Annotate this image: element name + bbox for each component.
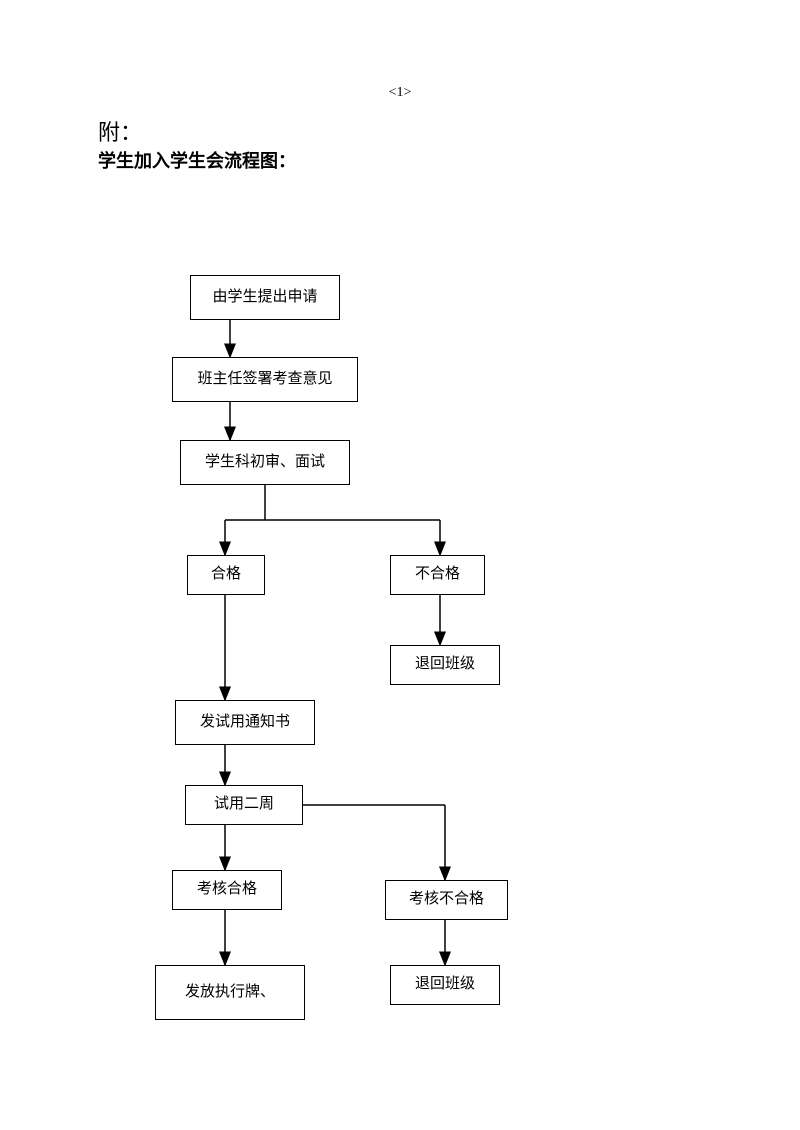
flowchart-node-n8: 试用二周 — [185, 785, 303, 825]
flowchart-node-n6: 退回班级 — [390, 645, 500, 685]
flowchart-node-n7: 发试用通知书 — [175, 700, 315, 745]
flowchart-node-n1: 由学生提出申请 — [190, 275, 340, 320]
flowchart-node-n4: 合格 — [187, 555, 265, 595]
flowchart-node-n5: 不合格 — [390, 555, 485, 595]
flowchart-node-n11: 发放执行牌、 — [155, 965, 305, 1020]
flowchart-node-n2: 班主任签署考查意见 — [172, 357, 358, 402]
flowchart-node-n3: 学生科初审、面试 — [180, 440, 350, 485]
flowchart-node-n9: 考核合格 — [172, 870, 282, 910]
flowchart-container: 由学生提出申请班主任签署考查意见学生科初审、面试合格不合格退回班级发试用通知书试… — [0, 0, 800, 1130]
flowchart-node-n12: 退回班级 — [390, 965, 500, 1005]
flowchart-node-n10: 考核不合格 — [385, 880, 508, 920]
